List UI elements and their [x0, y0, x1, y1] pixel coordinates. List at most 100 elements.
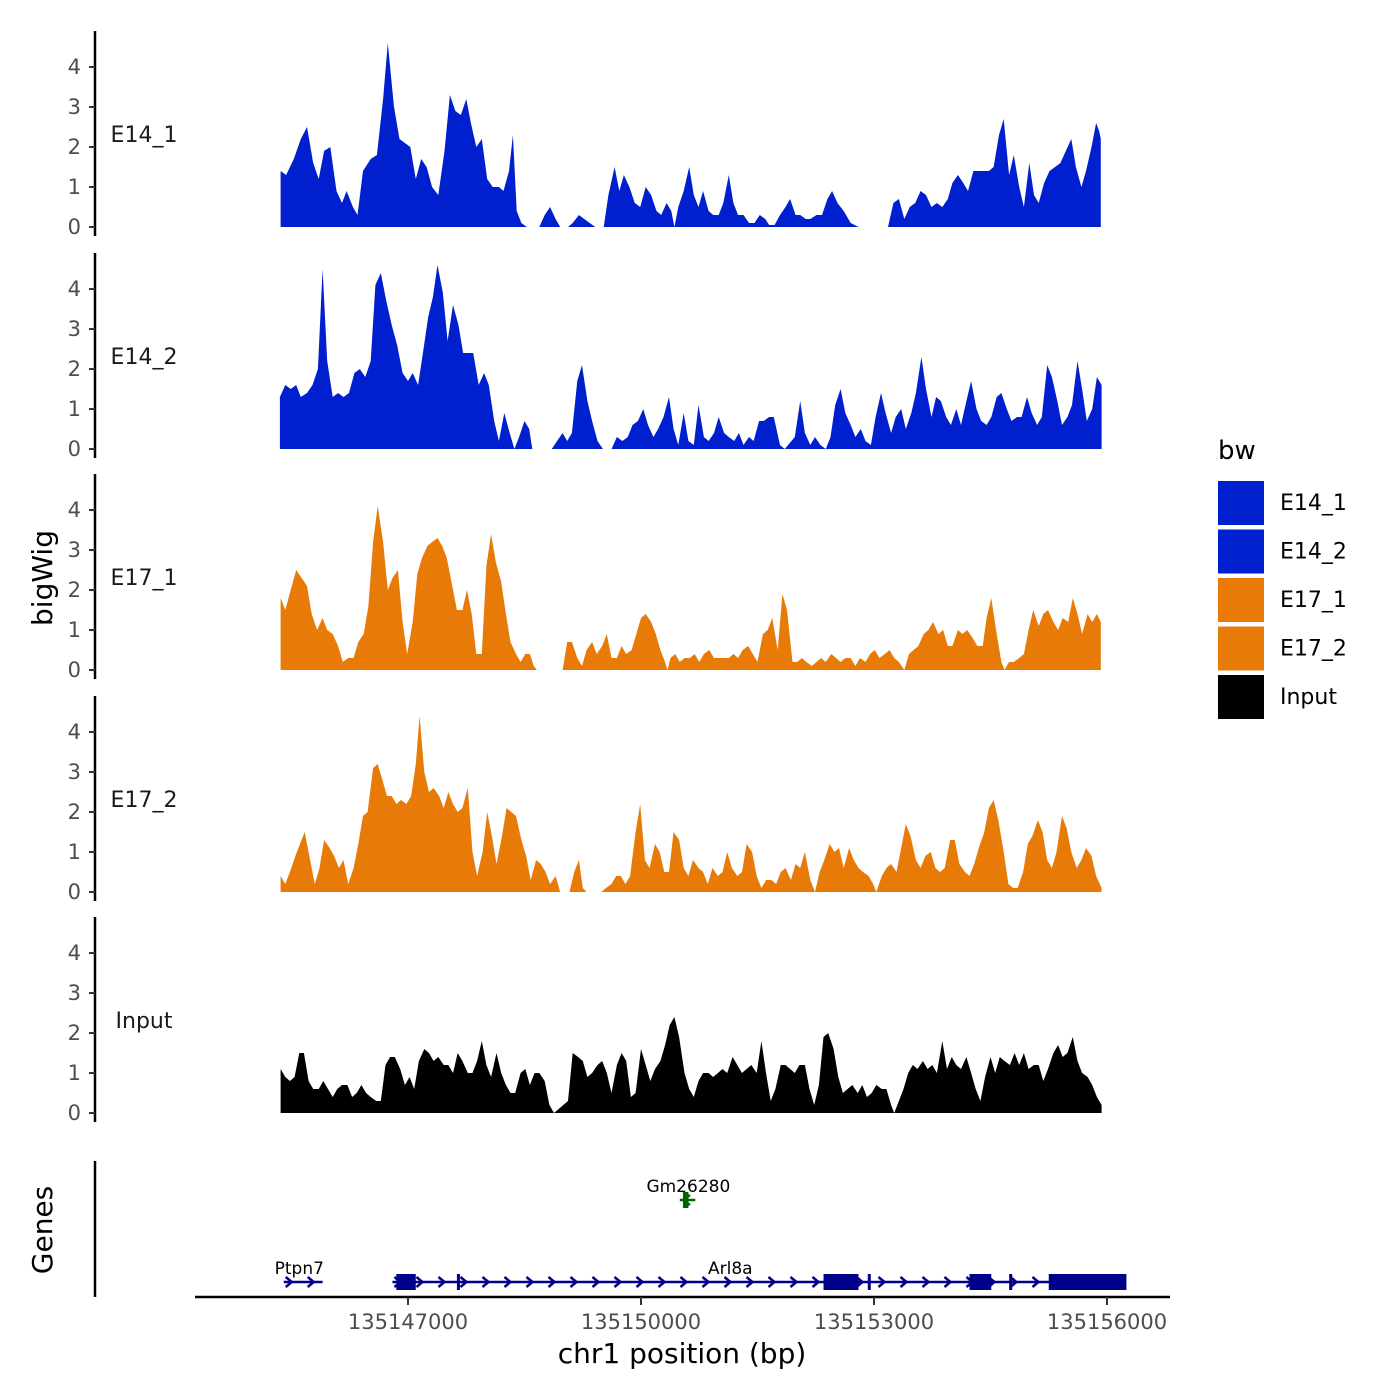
track-label: E17_2 — [111, 788, 178, 813]
y-tick-label: 4 — [68, 720, 81, 744]
y-tick-label: 3 — [68, 981, 81, 1005]
strand-chevron — [811, 1276, 821, 1288]
y-tick-label: 3 — [68, 95, 81, 119]
y-tick-label: 1 — [68, 618, 81, 642]
track-label: Input — [116, 1009, 173, 1034]
strand-chevron — [613, 1276, 623, 1288]
gene-label: Arl8a — [708, 1259, 753, 1279]
legend-label: E14_1 — [1280, 491, 1347, 516]
track-label: E14_1 — [111, 123, 178, 148]
y-tick-label: 1 — [68, 175, 81, 199]
legend: bw E14_1 E14_2 E17_1 E17_2 Input — [1218, 436, 1347, 719]
legend-swatch — [1218, 675, 1264, 719]
strand-chevron — [1031, 1276, 1041, 1288]
signal-area-input — [280, 1017, 1102, 1113]
strand-chevron — [569, 1276, 579, 1288]
y-tick-label: 3 — [68, 317, 81, 341]
genes-axis-title: Genes — [26, 1186, 59, 1274]
strand-chevron — [1009, 1276, 1019, 1288]
strand-chevron — [284, 1276, 294, 1288]
y-tick-label: 2 — [68, 1021, 81, 1045]
strand-chevron — [767, 1276, 777, 1288]
y-tick-label: 0 — [68, 215, 81, 239]
legend-label: E17_2 — [1280, 637, 1347, 662]
y-tick-label: 0 — [68, 437, 81, 461]
strand-chevron — [547, 1276, 557, 1288]
strand-chevron — [635, 1276, 645, 1288]
gene-gm26280: Gm26280 — [646, 1177, 730, 1208]
strand-chevron — [481, 1276, 491, 1288]
tracks-layer: 0 1 2 3 4 E14_1 0 1 2 3 4 E14_2 0 1 2 3 4 E17_1 0 1 2 3 4 E17_2… — [68, 31, 1102, 1125]
strand-chevron — [657, 1276, 667, 1288]
y-tick-label: 1 — [68, 397, 81, 421]
strand-chevron — [723, 1276, 733, 1288]
strand-chevron — [789, 1276, 799, 1288]
y-tick-label: 4 — [68, 941, 81, 965]
y-tick-label: 4 — [68, 498, 81, 522]
exon-block — [823, 1274, 859, 1290]
y-axis-title: bigWig — [26, 530, 59, 626]
gene-arl8a: Arl8a — [392, 1259, 1127, 1290]
exon-block — [682, 1192, 689, 1208]
y-tick-label: 0 — [68, 658, 81, 682]
track-label: E14_2 — [111, 345, 178, 370]
x-tick-label: 135147000 — [348, 1310, 468, 1334]
y-tick-label: 0 — [68, 1101, 81, 1125]
legend-swatch — [1218, 529, 1264, 574]
legend-swatch — [1218, 481, 1264, 525]
legend-swatch — [1218, 578, 1264, 622]
strand-chevron — [459, 1276, 469, 1288]
strand-chevron — [437, 1276, 447, 1288]
legend-title: bw — [1218, 436, 1256, 466]
strand-chevron — [921, 1276, 931, 1288]
exon-block — [456, 1274, 460, 1290]
y-tick-label: 3 — [68, 760, 81, 784]
strand-chevron — [943, 1276, 953, 1288]
strand-chevron — [877, 1276, 887, 1288]
strand-chevron — [855, 1276, 865, 1288]
gene-label: Gm26280 — [646, 1177, 730, 1197]
strand-chevron — [503, 1276, 513, 1288]
y-tick-label: 4 — [68, 55, 81, 79]
y-tick-label: 3 — [68, 538, 81, 562]
signal-area-e17-1 — [280, 506, 1101, 670]
strand-chevron — [591, 1276, 601, 1288]
x-tick-label: 135150000 — [581, 1310, 701, 1334]
strand-chevron — [679, 1276, 689, 1288]
x-tick-label: 135153000 — [814, 1310, 934, 1334]
y-tick-label: 1 — [68, 840, 81, 864]
exon-block — [1009, 1274, 1013, 1290]
strand-chevron — [745, 1276, 755, 1288]
strand-chevron — [306, 1276, 316, 1288]
strand-chevron — [525, 1276, 535, 1288]
strand-chevron — [415, 1276, 425, 1288]
y-tick-label: 0 — [68, 880, 81, 904]
y-tick-label: 2 — [68, 135, 81, 159]
track-label: E17_1 — [111, 566, 178, 591]
strand-chevron — [701, 1276, 711, 1288]
x-tick-label: 135156000 — [1047, 1310, 1167, 1334]
exon-block — [1048, 1274, 1127, 1290]
legend-label: E14_2 — [1280, 540, 1347, 565]
y-tick-label: 4 — [68, 277, 81, 301]
legend-label: E17_1 — [1280, 588, 1347, 613]
genes-layer: Ptpn7 Arl8a Gm26280 — [93, 1161, 1127, 1297]
track-e17-2: 0 1 2 3 4 E17_2 — [68, 696, 1102, 904]
track-e17-1: 0 1 2 3 4 E17_1 — [68, 474, 1101, 682]
track-input: 0 1 2 3 4 Input — [68, 917, 1102, 1125]
legend-swatch — [1218, 626, 1264, 671]
y-tick-label: 2 — [68, 800, 81, 824]
strand-chevron — [899, 1276, 909, 1288]
signal-area-e14-2 — [279, 265, 1102, 449]
signal-area-e17-2 — [280, 716, 1102, 892]
exon-block — [396, 1274, 416, 1290]
gene-label: Ptpn7 — [275, 1259, 324, 1279]
track-e14-2: 0 1 2 3 4 E14_2 — [68, 253, 1102, 461]
exon-block — [969, 1274, 992, 1290]
x-axis: 135147000 135150000 135153000 135156000 — [195, 1295, 1170, 1334]
exon-block — [867, 1274, 871, 1290]
y-tick-label: 1 — [68, 1061, 81, 1085]
legend-label: Input — [1280, 685, 1337, 710]
signal-area-e14-1 — [280, 43, 1101, 227]
